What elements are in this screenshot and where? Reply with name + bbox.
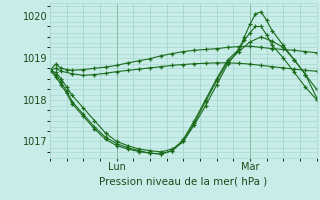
X-axis label: Pression niveau de la mer( hPa ): Pression niveau de la mer( hPa ) <box>99 177 268 187</box>
